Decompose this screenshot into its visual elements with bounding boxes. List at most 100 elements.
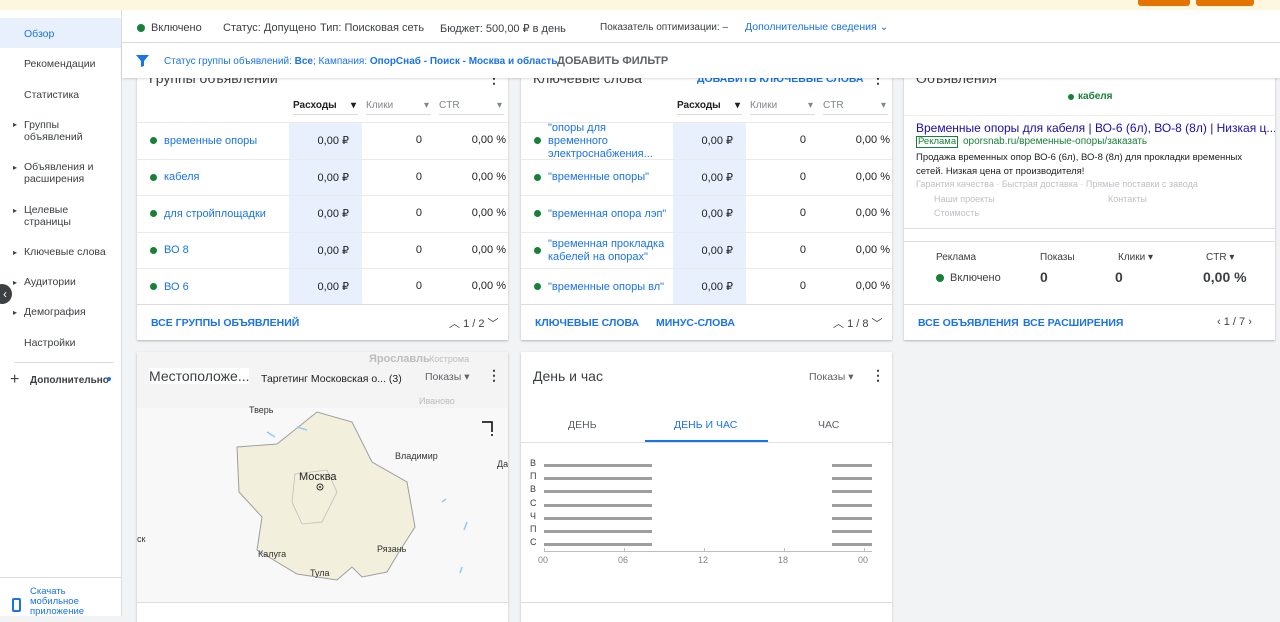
cell: 0,00 % (471, 170, 506, 183)
tab[interactable]: ДЕНЬ И ЧАС (674, 419, 738, 431)
cell: 0 (799, 207, 806, 220)
ad-group-text: кабеля (1078, 91, 1113, 102)
column-header-text: Клики (366, 100, 394, 111)
metric-text: Показы (809, 371, 846, 383)
metric-select[interactable]: Показы ▾ (809, 371, 854, 383)
ad-group: кабеля (1068, 91, 1113, 102)
status-dot (534, 137, 541, 144)
column-header[interactable]: CTR ▾ (439, 100, 504, 115)
ad-headline[interactable]: Временные опоры для кабеля | ВО-6 (6л), … (916, 121, 1275, 135)
mobile-app[interactable]: Скачать мобильное приложение (30, 586, 85, 617)
nav-item[interactable]: Ключевые слова (24, 246, 106, 258)
tab[interactable]: ЧАС (818, 419, 840, 431)
nav-more[interactable]: Дополнительно (30, 375, 109, 386)
card-footer (521, 602, 892, 622)
add-filter[interactable]: ДОБАВИТЬ ФИЛЬТР (557, 55, 669, 67)
footer-link[interactable]: КЛЮЧЕВЫЕ СЛОВА (535, 317, 640, 329)
divider (904, 304, 1275, 305)
row-name[interactable]: "временная прокладка кабелей на опорах" (548, 237, 665, 263)
status-dot (150, 137, 157, 144)
details[interactable]: Дополнительные сведения ⌄ (745, 21, 889, 33)
nav-item[interactable]: Объявления и расширения (24, 161, 94, 185)
row-divider (137, 158, 508, 160)
nav-item[interactable]: Статистика (24, 89, 80, 101)
footer-divider (521, 304, 892, 305)
filter-text: Статус группы объявлений: (164, 56, 292, 67)
cell: 0,00 % (855, 207, 890, 220)
column-header[interactable]: Клики ▾ (366, 100, 431, 115)
heat-row (832, 477, 872, 481)
city: Ярославль (369, 353, 430, 365)
column-header[interactable]: Расходы ▾ (677, 100, 742, 115)
metric-select[interactable]: Показы ▾ (425, 371, 470, 383)
column-header-text: Расходы (293, 100, 337, 111)
city: Рязань (377, 544, 407, 554)
nav-item[interactable]: Целевые страницы (24, 204, 71, 228)
city: Тула (310, 568, 330, 578)
menu[interactable]: ⋮ (871, 367, 885, 383)
nav-item[interactable]: Рекомендации (24, 58, 96, 70)
stat-status-text: Включено (950, 272, 1001, 284)
row-name[interactable]: для стройплощадки (164, 207, 266, 220)
row-name[interactable]: временные опоры (164, 134, 258, 147)
row-name[interactable]: кабеля (164, 171, 200, 184)
pager[interactable]: ︿ 1 / 8 ﹀ (833, 318, 883, 330)
column-header[interactable]: CTR ▾ (823, 100, 888, 115)
row-divider (521, 268, 892, 270)
targeting: Таргетинг Московская о... (3) (261, 373, 402, 385)
footer-link[interactable]: ВСЕ ОБЪЯВЛЕНИЯ (918, 317, 1019, 329)
card-footer (137, 602, 508, 622)
row-name[interactable]: ВО 6 (164, 280, 189, 293)
row-name[interactable]: "временная опора лэп" (548, 207, 667, 220)
nav-item[interactable]: Обзор (24, 28, 55, 40)
ad-sitelink[interactable]: Контакты (1108, 194, 1147, 204)
cell: 0,00 % (855, 280, 890, 293)
divider (904, 241, 1275, 242)
pager[interactable]: ‹ 1 / 7 › (1217, 316, 1252, 328)
status-dot (150, 246, 157, 254)
collapse-button[interactable]: ‹ (0, 284, 12, 304)
sort-icon: ▾ (350, 100, 356, 111)
row-name[interactable]: "временные опоры вл" (548, 280, 665, 293)
stat-label-text: CTR (1206, 252, 1227, 263)
row-divider (137, 268, 508, 270)
footer-link[interactable]: ВСЕ ГРУППЫ ОБЪЯВЛЕНИЙ (151, 317, 300, 329)
pager[interactable]: ︿ 1 / 2 ﹀ (449, 318, 499, 330)
footer-link[interactable]: МИНУС-СЛОВА (656, 317, 735, 329)
stat-value: 0 (1040, 269, 1048, 285)
ads-card: Объявления кабеля Временные опоры для ка… (904, 60, 1275, 340)
button[interactable] (1138, 0, 1190, 6)
ad-sitelink[interactable]: Наши проекты (934, 194, 995, 204)
button[interactable] (1196, 0, 1254, 6)
ad-sitelink[interactable]: Стоимость (934, 208, 980, 218)
tab[interactable]: ДЕНЬ (568, 419, 597, 431)
menu[interactable]: ⋮ (487, 367, 501, 383)
cell: 0,00 ₽ (317, 244, 349, 257)
city: Иваново (419, 396, 455, 406)
score: Показатель оптимизации: – (600, 22, 729, 33)
filter-chip[interactable]: Статус группы объявлений: Все; Кампания:… (164, 56, 557, 67)
footer-divider (137, 304, 508, 305)
heat-row (832, 530, 872, 533)
hour-label: 12 (698, 555, 709, 565)
nav-item[interactable]: Настройки (24, 337, 76, 349)
row-name[interactable]: ВО 8 (164, 244, 189, 257)
column-header[interactable]: Расходы ▾ (293, 100, 358, 115)
status-dot (150, 210, 157, 218)
details-text[interactable]: Дополнительные сведения (745, 21, 877, 33)
highlight-column (289, 122, 362, 304)
nav-item[interactable]: Группы объявлений (24, 119, 83, 143)
row-divider (137, 231, 508, 233)
nav-item[interactable]: Демография (24, 306, 86, 318)
status-dot (534, 246, 541, 254)
column-header-text: Расходы (677, 100, 721, 111)
footer-link[interactable]: ВСЕ РАСШИРЕНИЯ (1023, 317, 1124, 329)
heat-row (544, 516, 652, 520)
filter-icon (136, 55, 149, 67)
cell: 0,00 % (855, 243, 890, 256)
nav-item[interactable]: Аудитории (24, 276, 76, 288)
row-name[interactable]: "опоры для временного электроснабжения..… (548, 121, 653, 160)
arrow: ▸ (13, 163, 18, 172)
row-name[interactable]: "временные опоры" (548, 171, 650, 184)
column-header[interactable]: Клики ▾ (750, 100, 815, 115)
